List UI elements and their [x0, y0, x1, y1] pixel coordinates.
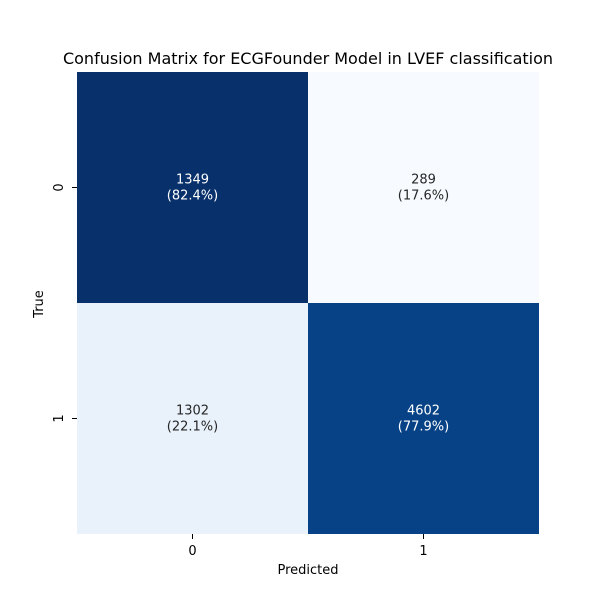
- cell-count-label-1-1: 4602: [407, 404, 440, 419]
- cell-percent-label-1-0: (22.1%): [167, 420, 218, 435]
- y-tick-label-0: 0: [52, 183, 67, 191]
- cell-count-label-0-0: 1349: [176, 173, 209, 188]
- heatmap-cell-1-1: [308, 303, 539, 534]
- y-axis-label: True: [32, 290, 47, 319]
- cell-percent-label-0-0: (82.4%): [167, 189, 218, 204]
- cell-percent-label-0-1: (17.6%): [398, 189, 449, 204]
- x-tick-label-1: 1: [419, 544, 427, 559]
- heatmap-cell-0-0: [77, 72, 308, 303]
- heatmap-cells: [77, 72, 539, 534]
- y-axis: 01: [52, 183, 77, 423]
- cell-percent-label-1-1: (77.9%): [398, 420, 449, 435]
- chart-title: Confusion Matrix for ECGFounder Model in…: [63, 49, 553, 68]
- y-tick-label-1: 1: [52, 414, 67, 422]
- heatmap-cell-1-0: [77, 303, 308, 534]
- heatmap-cell-0-1: [308, 72, 539, 303]
- cell-count-label-1-0: 1302: [176, 404, 209, 419]
- cell-count-label-0-1: 289: [411, 173, 436, 188]
- x-axis-label: Predicted: [277, 563, 338, 578]
- cell-labels: 1349(82.4%) 289(17.6%) 1302(22.1%) 4602(77.…: [167, 173, 449, 435]
- x-tick-label-0: 0: [188, 544, 196, 559]
